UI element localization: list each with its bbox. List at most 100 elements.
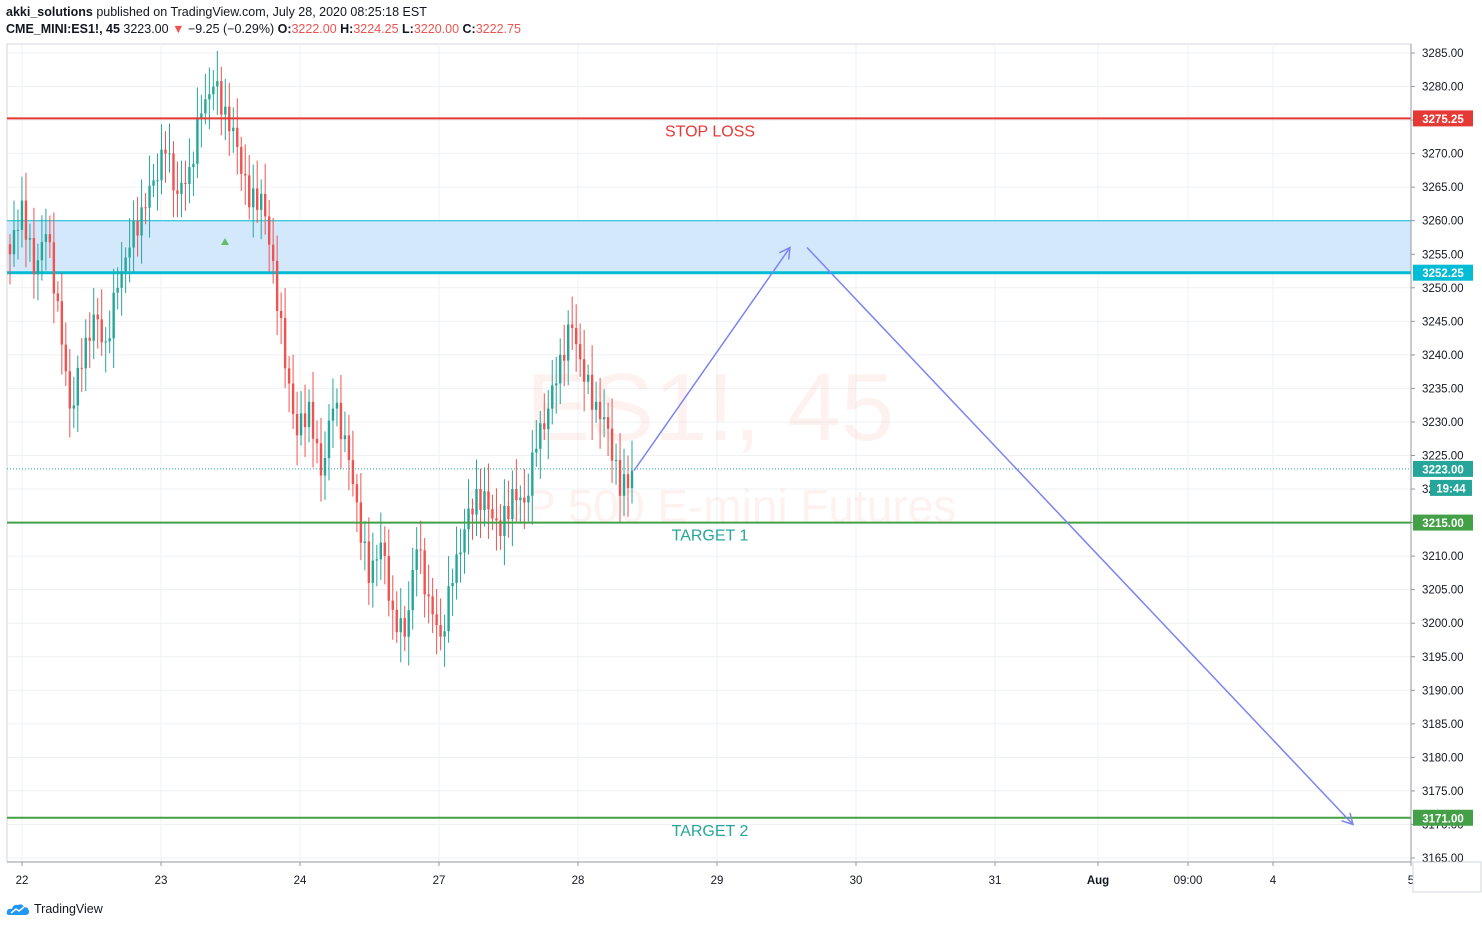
watermark: ES1!, 45 S&P 500 E-mini Futures — [464, 354, 957, 532]
price-tick-label: 3250.00 — [1422, 283, 1464, 295]
candle-body — [431, 596, 434, 615]
time-tick-label: 09:00 — [1174, 875, 1203, 887]
tradingview-cloud-icon[interactable] — [6, 902, 30, 916]
candle-body — [84, 337, 87, 369]
watermark-description: S&P 500 E-mini Futures — [464, 480, 957, 532]
level-text: STOP LOSS — [665, 123, 755, 140]
candlestick-chart[interactable]: ES1!, 45 S&P 500 E-mini Futures STOP LOS… — [0, 0, 1482, 900]
candle-body — [108, 338, 111, 342]
time-tick-label: 27 — [433, 875, 446, 887]
candle-body — [88, 337, 91, 341]
candle-body — [160, 149, 163, 181]
candle-body — [539, 423, 542, 449]
candle-body — [291, 383, 295, 414]
candle-body — [563, 354, 566, 361]
tradingview-brand[interactable]: TradingView — [34, 902, 103, 916]
candle-body — [287, 368, 291, 384]
footer: TradingView — [6, 902, 103, 916]
candle-body — [172, 153, 175, 191]
candle-body — [307, 401, 311, 428]
time-tick-label: 4 — [1270, 875, 1277, 887]
candle-body — [244, 173, 247, 176]
candle-body — [355, 484, 359, 503]
stop-loss-badge-text: 3275.25 — [1422, 114, 1464, 126]
projection-arrows[interactable] — [633, 246, 1355, 826]
resistance-zone[interactable] — [7, 220, 1411, 275]
candle-body — [252, 188, 255, 208]
candle-body — [630, 470, 634, 489]
candle-body — [551, 385, 554, 409]
candle-body — [311, 401, 315, 439]
candle-body — [574, 328, 578, 345]
candle-body — [156, 180, 159, 182]
candle-body — [351, 460, 355, 485]
candle-body — [399, 618, 402, 633]
candle-body — [471, 508, 474, 515]
price-tick-label: 3270.00 — [1422, 149, 1464, 161]
candle-body — [188, 167, 191, 185]
candle-body — [204, 99, 207, 114]
time-tick-label: Aug — [1087, 875, 1109, 887]
price-levels: STOP LOSS TARGET 1 TARGET 2 — [7, 117, 1411, 840]
last-price-badge — [1413, 460, 1473, 477]
candle-body — [499, 520, 502, 536]
candle-body — [36, 260, 40, 275]
price-tick-label: 3205.00 — [1422, 585, 1464, 597]
candle-body — [92, 314, 95, 341]
candle-body — [283, 318, 287, 369]
candle-body — [475, 489, 478, 515]
candle-body — [303, 413, 307, 428]
candle-body — [479, 489, 482, 510]
candle-body — [104, 341, 107, 343]
open-value: 3222.00 — [291, 22, 337, 36]
high-value: 3224.25 — [353, 22, 399, 36]
time-tick-label: 5 — [1408, 875, 1414, 887]
candle-body — [72, 405, 75, 409]
candle-body — [463, 529, 466, 553]
candle-body — [594, 401, 598, 410]
candle-body — [511, 489, 514, 520]
time-axis[interactable]: 22 23 24 27 28 29 30 31 Aug 09:00 4 5 — [7, 861, 1482, 893]
price-tick-label: 3255.00 — [1422, 249, 1464, 261]
candle-body — [443, 631, 446, 637]
candle-body — [371, 560, 375, 583]
time-tick-label: 23 — [155, 875, 168, 887]
price-tick-label: 3210.00 — [1422, 551, 1464, 563]
publish-line: akki_solutions published on TradingView.… — [6, 4, 521, 21]
candle-body — [555, 383, 558, 386]
candle-body — [248, 175, 251, 208]
candle-body — [299, 413, 303, 436]
symbol-label[interactable]: CME_MINI:ES1!, 45 — [6, 22, 120, 36]
candle-body — [100, 319, 103, 343]
price-tick-label: 3195.00 — [1422, 652, 1464, 664]
candle-body — [343, 435, 347, 440]
candle-body — [567, 324, 570, 361]
level-text: TARGET 1 — [672, 528, 749, 545]
candle-body — [136, 220, 139, 236]
candle-body — [120, 271, 123, 288]
candle-body — [216, 81, 219, 87]
candle-body — [602, 417, 606, 420]
candle-body — [236, 127, 239, 147]
candle-body — [419, 549, 422, 551]
candle-body — [112, 292, 115, 339]
price-tick-label: 3240.00 — [1422, 350, 1464, 362]
candle-body — [439, 625, 442, 637]
axis-corner — [1412, 861, 1482, 893]
price-axis[interactable]: 3285.003280.003275.003270.003265.003260.… — [1410, 44, 1473, 865]
down-arrow-icon: ▼ — [172, 22, 185, 36]
price-tick-label: 3225.00 — [1422, 451, 1464, 463]
candle-body — [148, 185, 151, 208]
price-tick-label: 3190.00 — [1422, 685, 1464, 697]
candle-body — [68, 371, 72, 409]
candle-body — [586, 374, 590, 382]
candle-body — [531, 452, 534, 496]
publisher-name[interactable]: akki_solutions — [6, 5, 93, 19]
price-tick-label: 3200.00 — [1422, 618, 1464, 630]
arrow-line — [633, 247, 791, 472]
candle-body — [176, 190, 179, 194]
candle-body — [618, 459, 622, 496]
chart-header: akki_solutions published on TradingView.… — [6, 4, 521, 38]
candle-body — [411, 569, 414, 611]
candle-body — [559, 354, 562, 384]
